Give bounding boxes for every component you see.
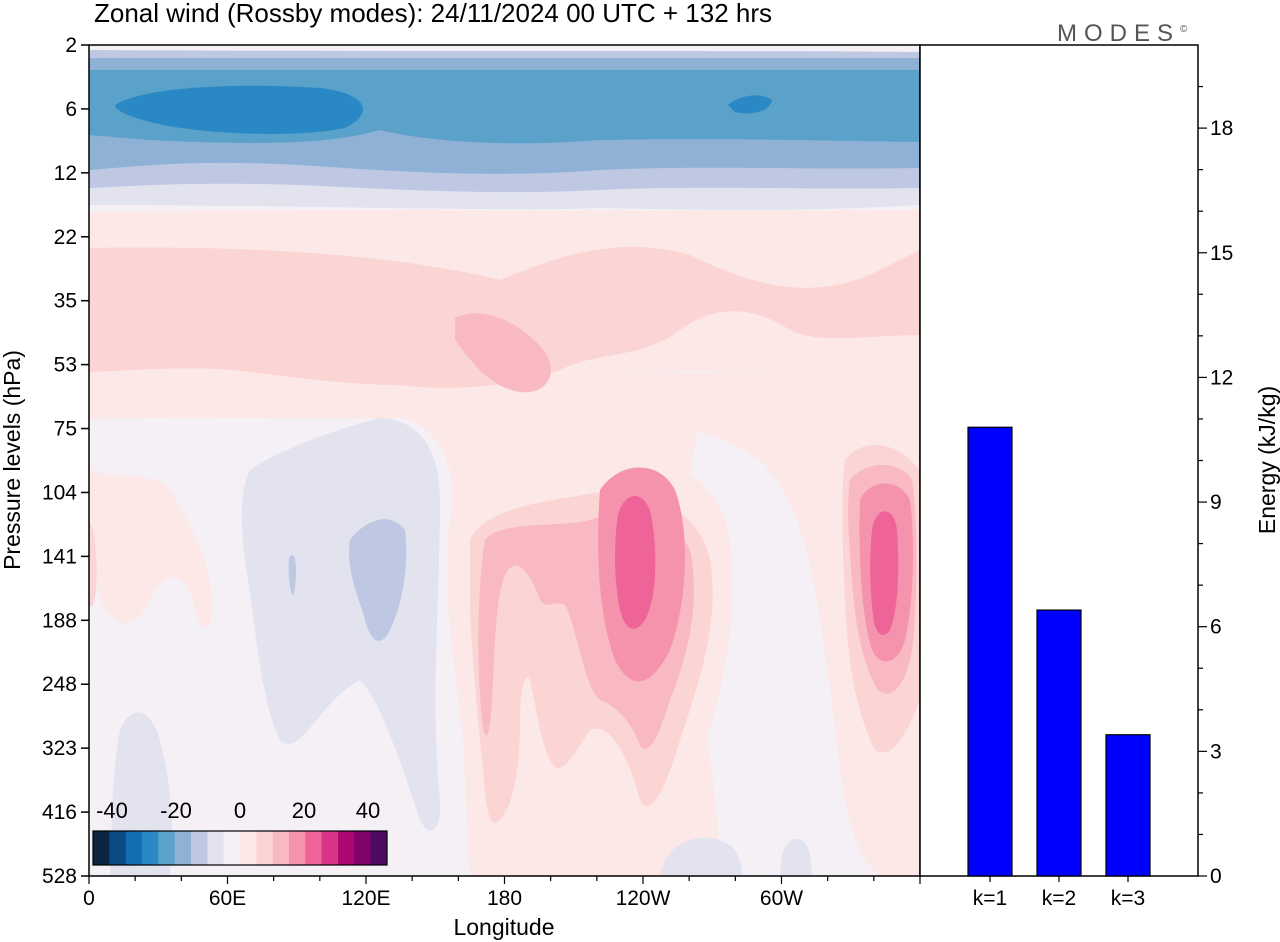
- tropospheric-negative-core: [348, 519, 407, 641]
- colorbar-swatch: [354, 831, 372, 865]
- positive-core-east-center: [870, 511, 899, 635]
- colorbar-swatch: [93, 831, 110, 865]
- pressure-tick-label: 141: [42, 545, 77, 568]
- energy-tick-label: 0: [1210, 865, 1222, 888]
- pressure-tick-label: 6: [65, 98, 77, 121]
- upper-neg-core-west: [115, 85, 364, 134]
- energy-axis-title: Energy (kJ/kg): [1254, 386, 1280, 534]
- longitude-tick-label: 120E: [341, 887, 390, 910]
- colorbar-swatch: [370, 831, 388, 865]
- zonal-wind-heatmap: [89, 45, 920, 876]
- longitude-tick-label: 60W: [760, 887, 803, 910]
- colorbar-tick-label: 40: [356, 798, 380, 823]
- energy-bar: [967, 426, 1013, 877]
- colorbar-swatch: [191, 831, 208, 865]
- pressure-tick-label: 248: [42, 673, 77, 696]
- colorbar-swatch: [207, 831, 225, 865]
- wavenumber-axis: k=1 k=2 k=3: [973, 876, 1145, 910]
- colorbar-swatch: [223, 831, 241, 865]
- modes-logo: MODES©: [1057, 20, 1187, 48]
- west-edge-positive: [89, 470, 212, 628]
- longitude-tick-label: 120W: [616, 887, 671, 910]
- energy-tick-label: 18: [1210, 117, 1233, 140]
- energy-bar: [1105, 734, 1151, 877]
- pressure-tick-label: 416: [42, 801, 77, 824]
- colorbar-swatch: [240, 831, 257, 865]
- colorbar-tick-label: -20: [160, 798, 192, 823]
- colorbar-swatch: [256, 831, 274, 865]
- chart-title: Zonal wind (Rossby modes): 24/11/2024 00…: [94, 0, 773, 28]
- pressure-tick-label: 35: [54, 290, 77, 313]
- lower-negative-east-blob-2: [780, 838, 812, 876]
- colorbar-swatch: [305, 831, 323, 865]
- pressure-tick-label: 22: [54, 226, 77, 249]
- logo-copyright-mark: ©: [1180, 24, 1188, 35]
- colorbar-swatch: [158, 831, 176, 865]
- energy-tick-label: 3: [1210, 740, 1222, 763]
- energy-tick-label: 15: [1210, 242, 1233, 265]
- pressure-tick-label: 528: [42, 865, 77, 888]
- pressure-tick-label: 188: [42, 609, 77, 632]
- pressure-tick-label: 12: [54, 162, 77, 185]
- wavenumber-tick-label: k=3: [1111, 887, 1145, 910]
- energy-tick-label: 9: [1210, 491, 1222, 514]
- logo-text: MODES: [1057, 20, 1181, 47]
- colorbar-swatch: [338, 831, 355, 865]
- longitude-tick-label: 0: [83, 887, 95, 910]
- y-axis-title: Pressure levels (hPa): [0, 350, 25, 570]
- energy-bars: [967, 426, 1151, 877]
- wavenumber-tick-label: k=2: [1042, 887, 1076, 910]
- pressure-tick-label: 104: [42, 481, 77, 504]
- positive-core-west-center: [615, 496, 656, 629]
- pressure-tick-label: 75: [54, 418, 77, 441]
- colorbar-tick-label: 20: [292, 798, 316, 823]
- colorbar-tick-label: -40: [96, 798, 128, 823]
- colorbar-swatch: [321, 831, 339, 865]
- lower-negative-east-blob-1: [660, 837, 742, 876]
- energy-tick-label: 12: [1210, 366, 1233, 389]
- stratospheric-positive-core: [455, 313, 551, 393]
- energy-axis: 0 3 6 9 12 15 18: [1198, 85, 1233, 888]
- upper-top-strip: [89, 45, 920, 52]
- colorbar-frame: [92, 830, 388, 866]
- longitude-axis: 0 60E 120E 180 120W 60W: [83, 876, 921, 910]
- tropospheric-negative-small: [288, 555, 296, 596]
- upper-neg-core-east: [728, 95, 772, 114]
- colorbar-swatch: [109, 831, 127, 865]
- colorbar-labels: -40 -20 0 20 40: [96, 798, 380, 823]
- pressure-tick-label: 53: [54, 354, 77, 377]
- colorbar-swatch: [272, 831, 290, 865]
- pressure-tick-label: 323: [42, 737, 77, 760]
- colorbar-swatch: [125, 831, 143, 865]
- energy-bar: [1036, 609, 1082, 877]
- colorbar-tick-label: 0: [234, 798, 246, 823]
- x-axis-title: Longitude: [453, 914, 554, 940]
- colorbar: [92, 830, 388, 866]
- east-positive-plume-outer: [596, 386, 920, 876]
- energy-tick-label: 6: [1210, 616, 1222, 639]
- colorbar-swatch: [289, 831, 306, 865]
- pressure-tick-label: 2: [65, 34, 77, 57]
- longitude-tick-label: 60E: [209, 887, 246, 910]
- longitude-tick-label: 180: [487, 887, 522, 910]
- wavenumber-tick-label: k=1: [973, 887, 1007, 910]
- west-edge-positive-core: [89, 520, 97, 607]
- pressure-axis: 2 6 12 22 35 53 75 104 141 188 248 323 416 528: [42, 34, 89, 888]
- colorbar-swatch: [174, 831, 192, 865]
- colorbar-swatch: [142, 831, 159, 865]
- stratospheric-rose-band: [89, 246, 920, 388]
